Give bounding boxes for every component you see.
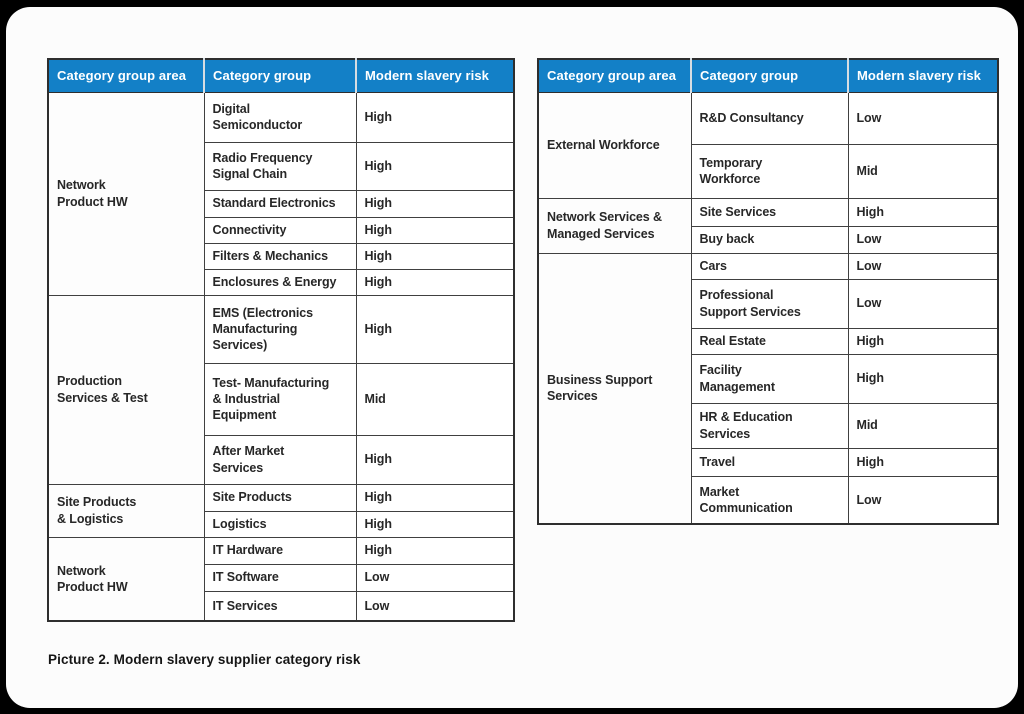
risk-level-cell: Mid: [847, 402, 999, 449]
risk-level-cell: High: [355, 294, 515, 364]
category-group-cell: Standard Electronics: [203, 189, 357, 218]
category-group-cell: Real Estate: [690, 327, 849, 355]
table-row: Network Product HW Digital Semiconductor H…: [47, 91, 515, 296]
category-group-area-cell: Network Product HW: [47, 91, 205, 296]
risk-level-cell: High: [355, 216, 515, 244]
table-row: Production Services & Test EMS (Electroni…: [47, 294, 515, 485]
category-group-cell: Enclosures & Energy: [203, 268, 357, 296]
risk-level-cell: Low: [847, 225, 999, 254]
category-group-cell: Buy back: [690, 225, 849, 254]
column-header: Category group area: [537, 58, 692, 93]
category-group-cell: After Market Services: [203, 434, 357, 485]
category-group-area-cell: Site Products & Logistics: [47, 483, 205, 538]
category-group-cell: Logistics: [203, 510, 357, 538]
category-group-area-cell: External Workforce: [537, 91, 692, 199]
supplier-risk-table-right: Category group area Category group Modern …: [537, 58, 999, 525]
risk-level-cell: Low: [847, 278, 999, 329]
category-group-cell: Site Products: [203, 483, 357, 512]
table-row: Filters & Mechanics High: [48, 242, 515, 270]
column-header: Category group: [203, 58, 357, 93]
table-row: IT Services Low: [48, 590, 515, 622]
category-group-cell: Site Services: [690, 197, 849, 227]
risk-level-cell: High: [847, 353, 999, 404]
risk-level-cell: High: [355, 242, 515, 270]
column-header: Category group area: [47, 58, 205, 93]
category-group-area-cell: Network Product HW: [47, 536, 205, 622]
supplier-risk-table-left: Category group area Category group Modern …: [47, 58, 515, 622]
category-group-cell: Cars: [690, 252, 849, 280]
risk-level-cell: Low: [355, 590, 515, 622]
risk-level-cell: High: [355, 434, 515, 485]
header-row: Category group area Category group Modern …: [537, 58, 999, 93]
category-group-cell: Professional Support Services: [690, 278, 849, 329]
table-row: Enclosures & Energy High: [48, 268, 515, 296]
risk-level-cell: High: [355, 268, 515, 296]
risk-level-cell: Mid: [847, 143, 999, 199]
table-row: Connectivity High: [48, 216, 515, 244]
category-group-cell: IT Software: [203, 563, 357, 592]
risk-level-cell: Low: [847, 252, 999, 280]
table-row: Business Support Services Cars Low: [537, 252, 999, 525]
category-group-cell: Travel: [690, 447, 849, 477]
figure-caption: Picture 2. Modern slavery supplier categ…: [48, 652, 361, 667]
header-row: Category group area Category group Modern …: [47, 58, 515, 93]
risk-level-cell: Low: [847, 91, 999, 145]
column-header: Category group: [690, 58, 849, 93]
category-group-area-cell: Business Support Services: [537, 252, 692, 525]
column-header: Modern slavery risk: [355, 58, 515, 93]
risk-level-cell: Mid: [355, 362, 515, 436]
category-group-area-cell: Network Services & Managed Services: [537, 197, 692, 254]
category-group-cell: EMS (Electronics Manufacturing Services): [203, 294, 357, 364]
risk-level-cell: High: [355, 510, 515, 538]
category-group-cell: IT Services: [203, 590, 357, 622]
category-group-cell: Temporary Workforce: [690, 143, 849, 199]
category-group-cell: HR & Education Services: [690, 402, 849, 449]
risk-level-cell: High: [847, 197, 999, 227]
risk-level-cell: High: [847, 447, 999, 477]
category-group-cell: Digital Semiconductor: [203, 91, 357, 143]
risk-level-cell: High: [355, 483, 515, 512]
risk-level-cell: Low: [355, 563, 515, 592]
table-row: External Workforce R&D Consultancy Low: [537, 91, 999, 199]
category-group-cell: Radio Frequency Signal Chain: [203, 141, 357, 191]
table-row: Standard Electronics High: [48, 189, 515, 218]
risk-level-cell: High: [355, 536, 515, 565]
category-group-area-cell: Production Services & Test: [47, 294, 205, 485]
table-row: Radio Frequency Signal Chain High: [48, 141, 515, 191]
table-row: Network Services & Managed Services Site …: [537, 197, 999, 254]
risk-level-cell: High: [355, 91, 515, 143]
risk-level-cell: Low: [847, 475, 999, 525]
table-row: Network Product HW IT Hardware High: [47, 536, 515, 622]
column-header: Modern slavery risk: [847, 58, 999, 93]
document-page: Category group area Category group Modern …: [6, 7, 1018, 708]
table-row: After Market Services High: [48, 434, 515, 485]
table-row: Site Products & Logistics Site Products Hi…: [47, 483, 515, 538]
table-row: Real Estate High: [538, 327, 999, 355]
category-group-cell: Facility Management: [690, 353, 849, 404]
category-group-cell: R&D Consultancy: [690, 91, 849, 145]
table-row: Market Communication Low: [538, 475, 999, 525]
risk-level-cell: High: [355, 141, 515, 191]
table-row: Test- Manufacturing & Industrial Equipme…: [48, 362, 515, 436]
category-group-cell: Market Communication: [690, 475, 849, 525]
risk-level-cell: High: [847, 327, 999, 355]
risk-level-cell: High: [355, 189, 515, 218]
category-group-cell: Connectivity: [203, 216, 357, 244]
category-group-cell: Test- Manufacturing & Industrial Equipme…: [203, 362, 357, 436]
category-group-cell: Filters & Mechanics: [203, 242, 357, 270]
table-row: Logistics High: [48, 510, 515, 538]
category-group-cell: IT Hardware: [203, 536, 357, 565]
